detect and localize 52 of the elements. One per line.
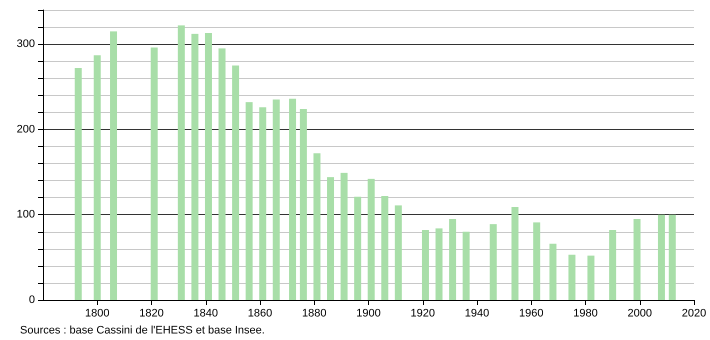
bar (300, 108, 307, 300)
bar (394, 205, 402, 300)
x-tick-label: 1820 (139, 308, 164, 320)
x-tick-label: 1800 (85, 308, 110, 320)
bar (150, 48, 158, 300)
source-note: Sources : base Cassini de l'EHESS et base Insee. (20, 324, 265, 336)
bar (354, 196, 362, 300)
x-tick-label: 2000 (628, 308, 652, 320)
bar (490, 224, 497, 300)
bar (609, 230, 616, 300)
bar (246, 102, 253, 300)
bar (368, 178, 375, 300)
bar (191, 34, 198, 300)
bar (313, 153, 320, 300)
y-tick-label: 300 (16, 38, 35, 50)
bar (658, 214, 665, 300)
bar (568, 254, 576, 300)
bar (634, 218, 641, 300)
bar (422, 230, 429, 300)
bar (289, 98, 296, 300)
bar (94, 55, 101, 300)
bar (218, 48, 226, 300)
bar (668, 214, 676, 300)
x-tick-label: 1880 (302, 308, 326, 320)
bar (232, 65, 240, 300)
bar (204, 33, 212, 300)
bar (587, 256, 594, 300)
x-tick-label: 1840 (194, 308, 218, 320)
y-tick-label: 0 (28, 294, 35, 306)
bar (436, 228, 443, 300)
bar (340, 172, 348, 300)
bar (272, 100, 280, 300)
bar (549, 244, 556, 300)
x-tick-label: 2020 (682, 308, 706, 320)
bar (74, 68, 82, 300)
bar (110, 31, 118, 300)
x-tick-label: 1920 (410, 308, 435, 320)
bar (259, 107, 266, 300)
bar (511, 207, 518, 300)
x-tick-label: 1980 (573, 308, 598, 320)
bar (178, 25, 185, 300)
x-tick-label: 1960 (519, 308, 544, 320)
bar (462, 232, 470, 300)
bar (533, 222, 540, 300)
y-tick-label: 100 (16, 208, 35, 221)
x-tick-label: 1940 (464, 308, 490, 320)
x-tick-label: 1900 (356, 308, 381, 320)
x-tick-label: 1860 (248, 308, 272, 320)
bar (327, 177, 334, 300)
bar (381, 196, 388, 300)
y-tick-label: 200 (16, 123, 35, 136)
bar (449, 218, 456, 300)
